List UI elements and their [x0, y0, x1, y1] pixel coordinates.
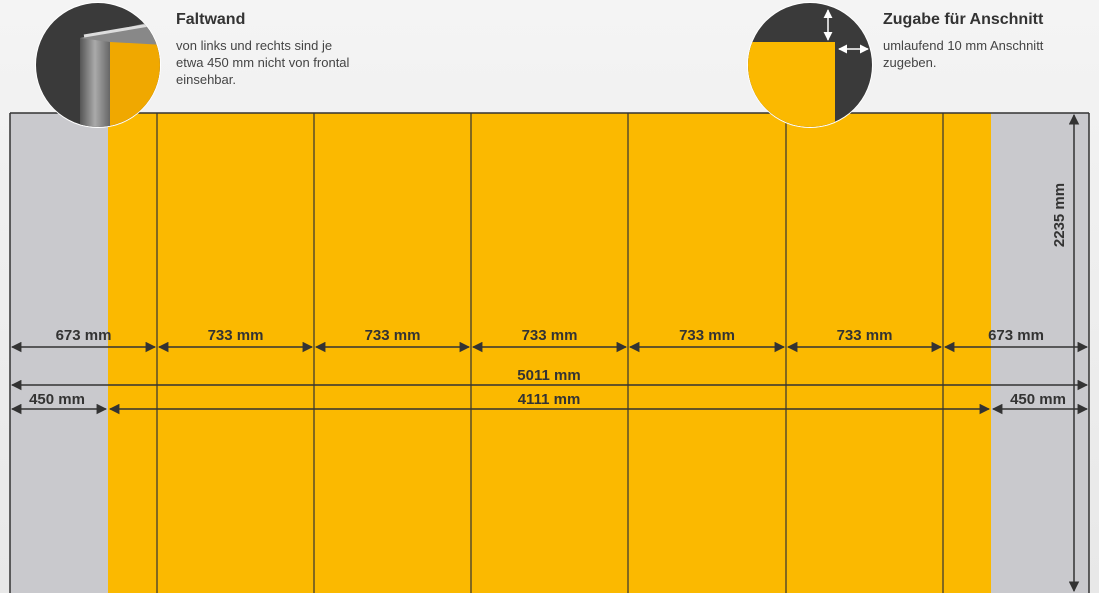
dimension-label: 733 mm	[365, 327, 421, 344]
dimension-label: 5011 mm	[517, 367, 580, 384]
dimension-label: 733 mm	[208, 327, 264, 344]
dimension-label: 450 mm	[1010, 391, 1066, 408]
dimension-label: 733 mm	[679, 327, 735, 344]
dimension-label: 2235 mm	[1051, 183, 1068, 247]
header-text: von links und rechts sind je	[176, 38, 332, 53]
header-title: Zugabe für Anschnitt	[883, 11, 1044, 28]
dimension-label: 4111 mm	[518, 391, 581, 408]
dimensions: 673 mm 733 mm 733 mm 733 mm 733 mm 733 mm 673 …	[10, 113, 1089, 593]
dimension-label: 733 mm	[837, 327, 893, 344]
dimension-label: 673 mm	[988, 327, 1044, 344]
header-text: einsehbar.	[176, 72, 236, 87]
header-text: etwa 450 mm nicht von frontal	[176, 55, 350, 70]
header-title: Faltwand	[176, 11, 245, 28]
faltwand-icon	[35, 2, 161, 128]
header-text: zugeben.	[883, 55, 937, 70]
dimension-label: 450 mm	[29, 391, 85, 408]
header-text: umlaufend 10 mm Anschnitt	[883, 38, 1044, 53]
dimension-label: 673 mm	[56, 327, 112, 344]
dimension-label: 733 mm	[522, 327, 578, 344]
anschnitt-icon	[747, 2, 873, 128]
wall-visible	[108, 113, 991, 593]
